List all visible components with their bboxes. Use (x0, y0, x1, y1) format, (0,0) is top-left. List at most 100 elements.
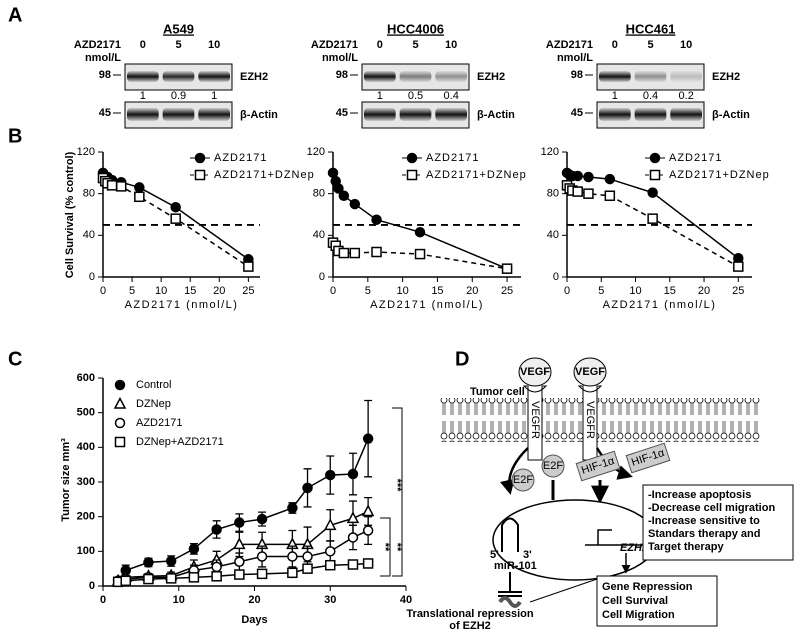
quant-label: 0.4 (444, 90, 459, 102)
receptor (522, 385, 548, 461)
marker (362, 558, 374, 569)
bracket (380, 517, 391, 577)
marker (361, 504, 375, 517)
x-tick-label: 0 (100, 285, 106, 297)
arrow (500, 447, 529, 495)
marker (325, 559, 336, 571)
outcome: Cell Survival (602, 595, 668, 607)
x-tick-label: 10 (397, 285, 409, 297)
marker (302, 563, 313, 574)
marker (349, 198, 361, 210)
x-tick-label: 30 (324, 594, 336, 606)
marker (362, 433, 374, 444)
band (435, 108, 467, 121)
x-tick-label: 15 (431, 285, 443, 297)
x-axis-title: Days (241, 614, 267, 626)
legend-label: AZD2171+DZNep (214, 169, 315, 181)
y-tick-label: 0 (89, 271, 95, 283)
y-tick-label: 400 (77, 441, 95, 453)
membrane (440, 398, 760, 442)
mw-label: 45 (571, 107, 583, 119)
quant-label: 1 (211, 90, 217, 102)
panel-label: A (8, 4, 22, 26)
dose-label: 0 (612, 39, 618, 51)
marker (233, 537, 246, 550)
marker (194, 152, 206, 164)
marker (302, 551, 313, 562)
receptor-label: VEGFR (584, 401, 596, 439)
effect: Target therapy (648, 541, 724, 553)
marker (115, 181, 127, 192)
series-line (332, 242, 508, 270)
band (127, 108, 159, 121)
x-axis-title: AZD2171 (nmol/L) (603, 299, 717, 311)
treatment-label: nmol/L (85, 52, 121, 64)
band (364, 71, 396, 82)
x-tick-label: 25 (732, 285, 744, 297)
y-tick-label: 40 (83, 229, 95, 241)
x-tick-label: 5 (365, 285, 371, 297)
factor (511, 468, 535, 492)
y-tick-label: 300 (77, 476, 95, 488)
marker (347, 559, 359, 570)
y-tick-label: 40 (547, 229, 559, 241)
x-tick-label: 10 (173, 594, 185, 606)
receptor-label: VEGFR (529, 401, 541, 439)
band (634, 71, 667, 82)
ligand-label: VEGF (520, 366, 550, 378)
mw-label: 45 (336, 107, 348, 119)
y-tick-label: 80 (83, 188, 95, 200)
outcomes-box (596, 575, 718, 627)
protein-label: EZH2 (712, 71, 740, 83)
marker (287, 551, 298, 562)
marker (333, 183, 344, 194)
blot-title: A549 (163, 21, 194, 36)
mw-label: 98 (99, 69, 111, 81)
marker (347, 532, 359, 543)
marker (143, 573, 154, 585)
hif-box (625, 442, 671, 474)
band (670, 108, 702, 121)
protein-label: β-Actin (712, 109, 750, 121)
pathway-diagram: Tumor cell VEGF VEGF VEGFR VEGFR E2F E2F… (406, 357, 794, 632)
marker (649, 152, 661, 164)
bracket (392, 407, 403, 577)
quant-label: 1 (612, 90, 618, 102)
marker (114, 417, 126, 429)
marker (583, 188, 594, 199)
dose-label: 10 (680, 39, 692, 51)
protein-label: β-Actin (240, 109, 278, 121)
legend-label: AZD2171+DZNep (669, 169, 770, 181)
factor (541, 454, 565, 478)
x-tick-label: 25 (501, 285, 513, 297)
marker (287, 502, 298, 514)
y-tick-label: 120 (307, 146, 325, 158)
hif-box (575, 450, 621, 482)
marker (188, 572, 200, 583)
band (599, 108, 631, 121)
marker (406, 169, 418, 181)
marker (106, 180, 118, 191)
legend-label: AZD2171 (669, 152, 722, 164)
marker (371, 214, 382, 225)
arrow (551, 480, 600, 500)
legend-label: DZNep (136, 398, 171, 410)
hairpin (501, 517, 519, 552)
effect: -Increase sensitive to (648, 515, 760, 527)
effect: -Increase apoptosis (648, 489, 751, 501)
y-tick-label: 120 (541, 146, 559, 158)
repression-label: of EZH2 (449, 620, 491, 632)
y-tick-label: 100 (77, 545, 95, 557)
marker (234, 569, 245, 580)
marker (114, 379, 126, 391)
marker (211, 524, 222, 535)
legend-label: AZD2171 (214, 152, 267, 164)
band (364, 108, 396, 121)
quant-label: 0.2 (679, 90, 694, 102)
ligand (573, 357, 607, 387)
x-tick-label: 20 (213, 285, 225, 297)
x-tick-label: 0 (564, 285, 570, 297)
x-tick-label: 15 (664, 285, 676, 297)
legend-label: DZNep+AZD2171 (136, 436, 224, 448)
